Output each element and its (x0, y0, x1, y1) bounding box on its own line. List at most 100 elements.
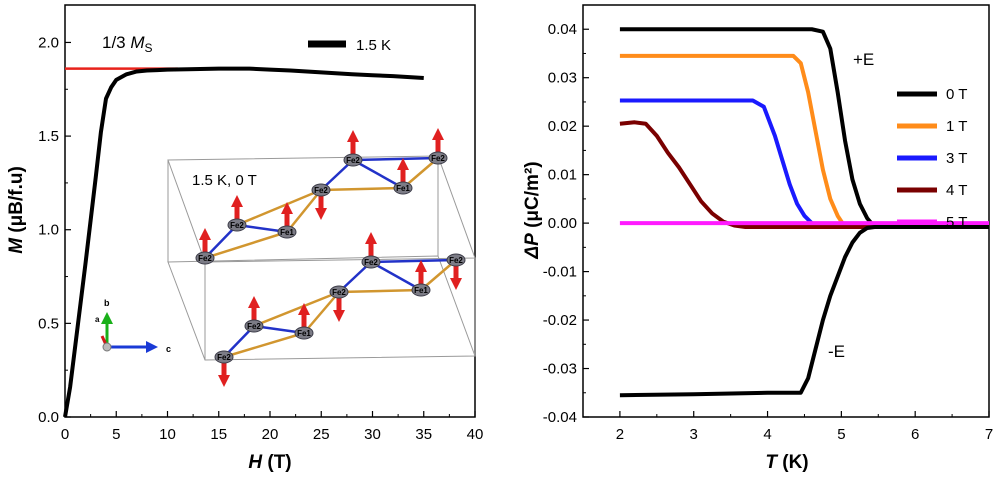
minus-e-annotation: -E (828, 342, 845, 361)
left-y-tick-label: 0.0 (38, 409, 59, 426)
right-y-tick-label: 0.02 (548, 118, 577, 135)
inset-label: 1.5 K, 0 T (192, 172, 257, 189)
left-data (63, 66, 424, 418)
c-axis-label: c (166, 344, 171, 354)
right-y-tick-label: -0.04 (543, 409, 577, 426)
bond (204, 224, 238, 259)
fe-atom (311, 183, 331, 197)
fe-atom (361, 255, 381, 269)
left-x-tick-label: 0 (61, 426, 69, 443)
spin-arrowhead (281, 202, 293, 214)
right-y-tick-label: -0.03 (543, 361, 577, 378)
right-x-tick-label: 3 (690, 426, 698, 443)
fe-atom-label: Fe1 (396, 184, 410, 193)
bond (204, 230, 288, 260)
right-y-tick-label: -0.01 (543, 264, 577, 281)
left-x-tick-label: 20 (262, 426, 279, 443)
fe-atom-label: Fe2 (364, 258, 378, 267)
bond (338, 288, 422, 294)
spin-arrowhead (199, 228, 211, 240)
fe-atom (329, 285, 349, 299)
fe-atom-label: Fe2 (449, 256, 463, 265)
right-y-axis-label: ΔP (μC/m²) (522, 161, 543, 259)
legend-label: 3 T (946, 150, 967, 167)
axes-origin (102, 342, 112, 352)
left-y-tick-label: 0.5 (38, 315, 59, 332)
bond (303, 291, 340, 334)
fe-atom (446, 253, 466, 267)
c-axis-arrowhead (146, 341, 158, 353)
left-x-tick-label: 15 (210, 426, 227, 443)
fe-atom (244, 319, 264, 333)
left-x-tick-label: 10 (159, 426, 176, 443)
spin-arrowhead (298, 303, 310, 315)
bond (320, 186, 404, 192)
bond (370, 258, 457, 264)
bond (253, 290, 340, 328)
right-x-tick-label: 4 (763, 426, 771, 443)
series-4-t (619, 120, 989, 229)
fe-atom (294, 326, 314, 340)
left-y-tick-label: 1.0 (38, 222, 59, 239)
left-x-tick-label: 5 (112, 426, 120, 443)
saturation-annotation: 1/3 MS (102, 33, 153, 55)
spin-arrowhead (333, 310, 345, 322)
fe-atom-label: Fe2 (198, 254, 212, 263)
fe-atom (195, 251, 215, 265)
legend-label: 5 T (946, 214, 967, 231)
b-axis-label: b (104, 298, 110, 308)
series-minus-e (619, 224, 989, 398)
bond (352, 158, 404, 190)
right-y-tick-label: 0.01 (548, 167, 577, 184)
right-plot-frame (582, 4, 990, 418)
spin-arrowhead (347, 130, 359, 142)
fe-atom (343, 153, 363, 167)
a-axis-label: a (95, 315, 100, 324)
left-x-tick-label: 35 (415, 426, 432, 443)
magnetization-chart: 0 5 10 15 20 25 30 35 40 0.0 0.5 1.0 1.5 2.0 1/3 MS 1… (6, 4, 483, 473)
series-0-t (619, 27, 989, 229)
spin-arrowhead (450, 278, 462, 290)
crystal-structure-inset: 1.5 K, 0 T Fe2 Fe2 Fe1 Fe2 Fe2 Fe1 Fe2 Fe2 Fe2 Fe… (95, 128, 476, 387)
spin-arrowhead (218, 375, 230, 387)
b-axis-arrowhead (101, 312, 113, 324)
left-y-tick-label: 1.5 (38, 128, 59, 145)
fe-atom (227, 218, 247, 232)
left-ticks: 0 5 10 15 20 25 30 35 40 0.0 0.5 1.0 1.5 2.0 (38, 34, 483, 443)
left-x-tick-label: 25 (313, 426, 330, 443)
bond (352, 156, 439, 162)
left-x-tick-label: 40 (467, 426, 484, 443)
spin-arrowhead (415, 260, 427, 272)
legend-label: 0 T (946, 86, 967, 103)
right-y-tick-label: 0.04 (548, 21, 577, 38)
fe-atom-label: Fe2 (217, 353, 231, 362)
bond (223, 331, 305, 359)
bond (236, 188, 322, 227)
fe-atom-label: Fe1 (280, 228, 294, 237)
right-x-axis-label: T (K) (765, 452, 808, 473)
legend-label: 4 T (946, 182, 967, 199)
fe-atom (428, 151, 448, 165)
left-y-axis-label: M (μB/f.u) (6, 166, 27, 254)
right-x-tick-label: 7 (985, 426, 993, 443)
inset-atoms: Fe2 Fe2 Fe1 Fe2 Fe2 Fe1 Fe2 Fe2 Fe2 Fe1 Fe2 Fe2 Fe1 F… (195, 128, 466, 387)
fe-atom-label: Fe2 (332, 288, 346, 297)
left-x-tick-label: 30 (364, 426, 381, 443)
fe-atom-label: Fe2 (431, 154, 445, 163)
fe-atom (411, 283, 431, 297)
fe-atom-label: Fe2 (314, 186, 328, 195)
right-x-tick-label: 2 (616, 426, 624, 443)
spin-arrowhead (365, 232, 377, 244)
right-ticks: 2 3 4 5 6 7 -0.04 -0.03 -0.02 -0.01 0.00 0.01 0.02 0.… (543, 21, 993, 443)
spin-arrowhead (315, 208, 327, 220)
series-1-5k (63, 66, 424, 418)
right-x-tick-label: 5 (837, 426, 845, 443)
right-y-tick-label: -0.02 (543, 312, 577, 329)
fe-atom (393, 181, 413, 195)
fe-atom-label: Fe2 (346, 156, 360, 165)
left-x-axis-label: H (T) (248, 452, 291, 473)
right-x-tick-label: 6 (911, 426, 919, 443)
spin-arrowhead (248, 296, 260, 308)
series-1-t (619, 53, 989, 229)
